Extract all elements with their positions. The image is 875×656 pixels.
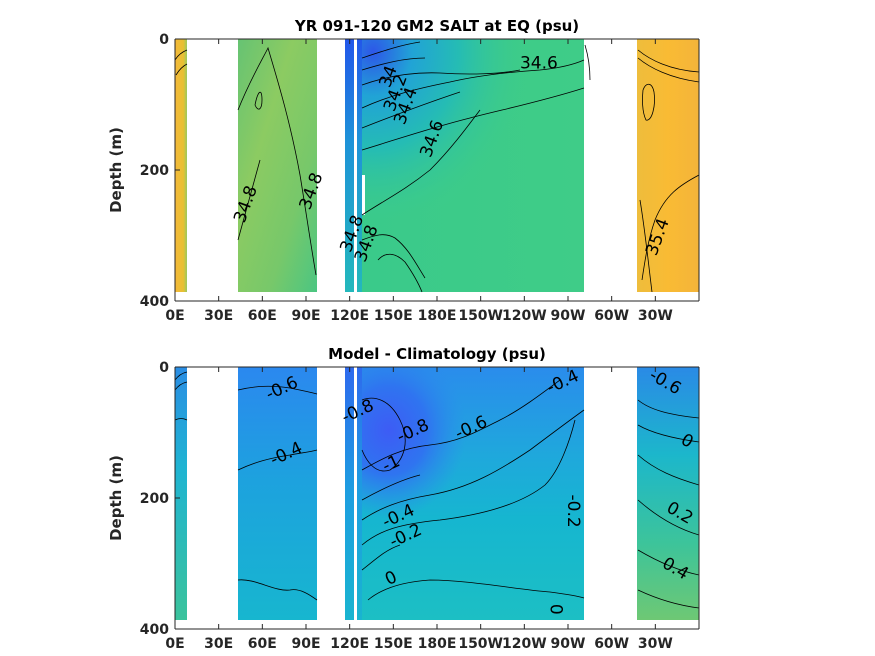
contour-label: 0 <box>546 604 566 615</box>
x-tick-label: 90W <box>551 308 586 324</box>
top-y-ticks: 0 200 400 <box>140 32 180 310</box>
top-region-indian <box>238 39 317 292</box>
bottom-heatmap <box>175 367 699 620</box>
bottom-y-axis-label: Depth (m) <box>107 455 125 541</box>
x-tick-label: 150E <box>374 308 413 324</box>
x-tick-label: 120E <box>330 308 369 324</box>
bottom-region-atlantic <box>637 367 699 620</box>
x-tick-label: 120W <box>502 308 547 324</box>
x-tick-label: 30E <box>204 636 233 652</box>
y-tick-label: 400 <box>140 622 169 638</box>
bottom-region-indian-west <box>175 367 187 620</box>
bottom-y-ticks: 0 200 400 <box>140 360 180 638</box>
bottom-panel: Model - Climatology (psu) Depth (m) <box>107 345 700 652</box>
top-contours <box>175 41 699 293</box>
x-tick-label: 30W <box>638 308 673 324</box>
bottom-region-maritime-a <box>345 367 354 620</box>
top-panel-title: YR 091-120 GM2 SALT at EQ (psu) <box>294 17 579 35</box>
x-tick-label: 120E <box>330 636 369 652</box>
x-tick-label: 0E <box>165 636 184 652</box>
bottom-region-pacific-fresh <box>362 367 584 620</box>
bottom-panel-title: Model - Climatology (psu) <box>328 345 546 363</box>
x-tick-label: 180E <box>418 308 457 324</box>
x-tick-label: 0E <box>165 308 184 324</box>
x-tick-label: 60E <box>248 308 277 324</box>
y-tick-label: 0 <box>159 32 169 48</box>
top-y-axis-label: Depth (m) <box>107 127 125 213</box>
top-region-maritime-b <box>357 39 362 292</box>
y-tick-label: 200 <box>140 163 169 179</box>
top-region-pacific-fresh <box>362 39 584 292</box>
top-heatmap <box>175 39 699 293</box>
x-tick-label: 150W <box>458 308 503 324</box>
y-tick-label: 200 <box>140 491 169 507</box>
x-tick-label: 180E <box>418 636 457 652</box>
x-tick-label: 30W <box>638 636 673 652</box>
x-tick-label: 150W <box>458 636 503 652</box>
contour-label: -1 <box>379 451 403 476</box>
bottom-region-maritime-b <box>357 367 362 620</box>
top-panel: YR 091-120 GM2 SALT at EQ (psu) Depth (m… <box>107 17 700 324</box>
x-tick-label: 120W <box>502 636 547 652</box>
bottom-region-indian <box>238 367 317 620</box>
x-tick-label: 60E <box>248 636 277 652</box>
x-tick-label: 90W <box>551 636 586 652</box>
x-tick-label: 60W <box>594 308 629 324</box>
x-tick-label: 150E <box>374 636 413 652</box>
x-tick-label: 30E <box>204 308 233 324</box>
contour-label: -0.2 <box>563 495 583 528</box>
x-tick-label: 90E <box>291 636 320 652</box>
bottom-contours <box>175 371 699 609</box>
y-tick-label: 400 <box>140 294 169 310</box>
contour-label: 34.6 <box>520 53 558 73</box>
x-tick-label: 60W <box>594 636 629 652</box>
x-tick-label: 90E <box>291 308 320 324</box>
top-region-maritime-a <box>345 39 354 292</box>
top-region-indian-west <box>175 39 187 292</box>
y-tick-label: 0 <box>159 360 169 376</box>
